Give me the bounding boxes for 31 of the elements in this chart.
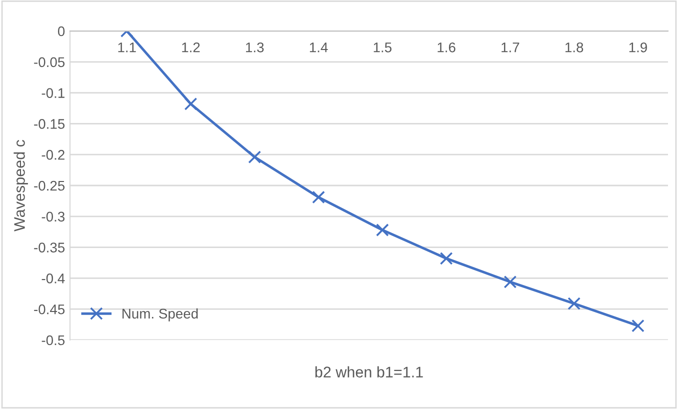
y-tick-label: -0.05 <box>34 57 65 68</box>
y-tick-label: -0.4 <box>42 274 65 284</box>
y-tick-label: -0.15 <box>34 119 65 129</box>
x-tick-label: 1.9 <box>629 42 647 52</box>
point <box>440 252 453 265</box>
y-axis-title: Wavespeed c <box>14 140 28 232</box>
y-tick-label: -0.45 <box>34 304 65 314</box>
point <box>248 150 262 164</box>
y-tick-label: -0.2 <box>42 150 64 160</box>
legend-label: Num. Speed <box>122 308 198 322</box>
point <box>376 224 389 236</box>
x-tick-label: 1.5 <box>374 42 392 52</box>
y-tick-label: 0 <box>58 26 65 36</box>
y-tick-label: -0.35 <box>34 242 65 252</box>
y-tick-label: -0.5 <box>42 335 65 346</box>
x-tick-label: 1.1 <box>118 42 136 52</box>
y-tick-label: -0.1 <box>42 88 64 98</box>
x-tick-label: 1.7 <box>502 42 520 52</box>
point <box>504 275 517 288</box>
point <box>568 297 581 310</box>
y-tick-label: -0.3 <box>42 212 65 222</box>
point <box>184 97 198 110</box>
x-tick-label: 1.6 <box>438 42 456 52</box>
y-tick-label: -0.25 <box>34 180 65 191</box>
x-axis-title: b2 when b1=1.1 <box>315 366 423 378</box>
point <box>632 319 644 332</box>
x-tick-label: 1.3 <box>246 42 264 52</box>
point <box>312 190 325 204</box>
x-tick-label: 1.8 <box>565 42 584 52</box>
x-tick-label: 1.2 <box>182 42 200 52</box>
x-tick-label: 1.4 <box>310 42 328 52</box>
